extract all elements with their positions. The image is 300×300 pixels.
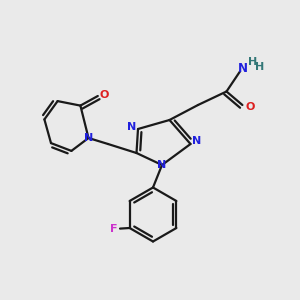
Text: N: N: [192, 136, 201, 146]
Text: N: N: [158, 160, 166, 170]
Text: O: O: [245, 101, 255, 112]
Text: N: N: [84, 133, 93, 143]
Text: O: O: [100, 90, 109, 100]
Text: N: N: [237, 62, 248, 76]
Text: N: N: [127, 122, 136, 133]
Text: F: F: [110, 224, 118, 234]
Text: H: H: [248, 57, 257, 68]
Text: H: H: [255, 61, 264, 72]
